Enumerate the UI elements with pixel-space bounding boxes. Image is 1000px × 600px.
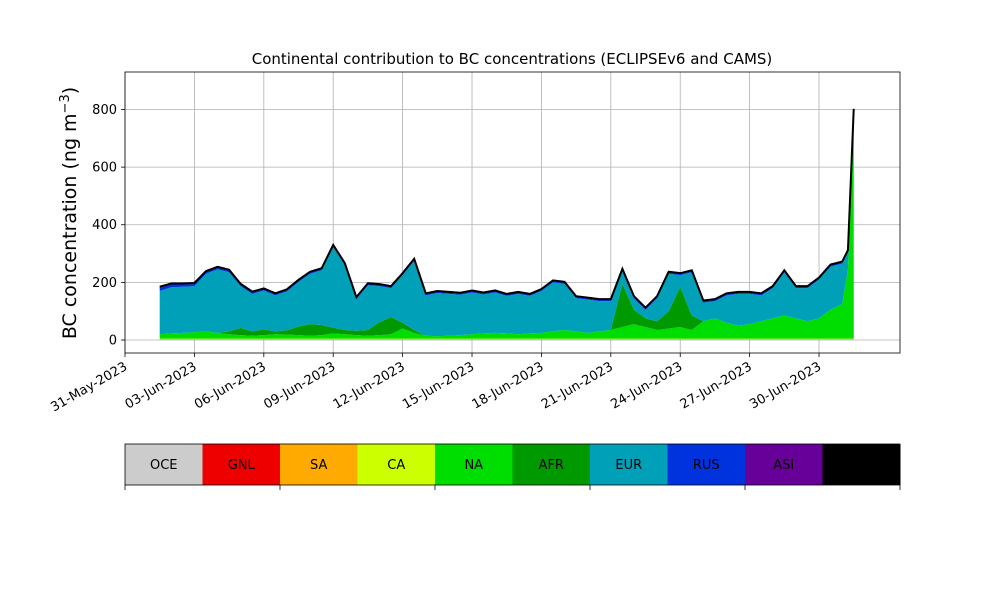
y-axis: 0 200 400 600 800 bbox=[92, 103, 125, 349]
legend-swatch-oce bbox=[125, 444, 203, 485]
y-axis-label-close: ) bbox=[59, 87, 81, 94]
legend-swatch-na bbox=[435, 444, 513, 485]
area-na bbox=[159, 122, 854, 339]
x-tick-label: 27-Jun-2023 bbox=[678, 359, 755, 412]
x-tick-label: 18-Jun-2023 bbox=[470, 359, 547, 412]
plot-frame bbox=[124, 71, 901, 354]
x-tick-label: 15-Jun-2023 bbox=[400, 359, 477, 412]
legend-swatch-sa bbox=[280, 444, 358, 485]
area-ca bbox=[159, 338, 854, 340]
x-tick-label: 31-May-2023 bbox=[48, 359, 130, 415]
legend-swatch-aus bbox=[822, 444, 901, 485]
legend-label-asi: ASI bbox=[773, 458, 794, 473]
legend-label-gnl: GNL bbox=[228, 458, 256, 473]
area-eur bbox=[159, 110, 854, 337]
x-axis: 31-May-202303-Jun-202306-Jun-202309-Jun-… bbox=[48, 353, 824, 415]
y-tick-label: 0 bbox=[109, 334, 117, 349]
plot-area bbox=[124, 71, 901, 354]
legend-swatch-ca bbox=[357, 444, 436, 485]
legend-label-afr: AFR bbox=[539, 458, 564, 473]
legend-label-ca: CA bbox=[387, 458, 405, 473]
x-tick-label: 21-Jun-2023 bbox=[539, 359, 616, 412]
y-axis-label: BC concentration (ng m−3) bbox=[58, 87, 81, 339]
legend-label-aus: AUS bbox=[848, 458, 875, 473]
legend-label-na: NA bbox=[464, 458, 483, 473]
y-tick-label: 600 bbox=[92, 161, 117, 176]
legend-label-rus: RUS bbox=[693, 458, 720, 473]
legend-swatch-gnl bbox=[202, 444, 281, 485]
stacked-areas bbox=[159, 108, 854, 341]
x-tick-label: 12-Jun-2023 bbox=[331, 359, 408, 412]
legend-swatch-rus bbox=[667, 444, 746, 485]
y-axis-label-superscript: −3 bbox=[58, 94, 73, 113]
legend-label-eur: EUR bbox=[615, 458, 642, 473]
x-tick-label: 09-Jun-2023 bbox=[261, 359, 338, 412]
legend-frame bbox=[124, 443, 901, 486]
x-tick-label: 30-Jun-2023 bbox=[747, 359, 824, 412]
x-tick-label: 03-Jun-2023 bbox=[123, 359, 200, 412]
y-tick-label: 800 bbox=[92, 103, 117, 118]
legend-swatch-afr bbox=[512, 444, 591, 485]
y-axis-label-text: BC concentration (ng m bbox=[59, 113, 81, 339]
x-tick-label: 06-Jun-2023 bbox=[192, 359, 269, 412]
x-tick-label: 24-Jun-2023 bbox=[608, 359, 685, 412]
chart-title: Continental contribution to BC concentra… bbox=[252, 50, 773, 68]
legend-label-oce: OCE bbox=[150, 458, 178, 473]
legend-swatch-eur bbox=[590, 444, 668, 485]
color-legend: OCE GNL SA CA NA AFR EUR RUS ASI AUS bbox=[124, 443, 901, 490]
y-tick-label: 200 bbox=[92, 276, 117, 291]
total-concentration-line bbox=[159, 108, 855, 310]
y-tick-label: 400 bbox=[92, 218, 117, 233]
area-sa bbox=[159, 339, 854, 341]
legend-swatch-asi bbox=[745, 444, 823, 485]
legend-label-sa: SA bbox=[310, 458, 327, 473]
